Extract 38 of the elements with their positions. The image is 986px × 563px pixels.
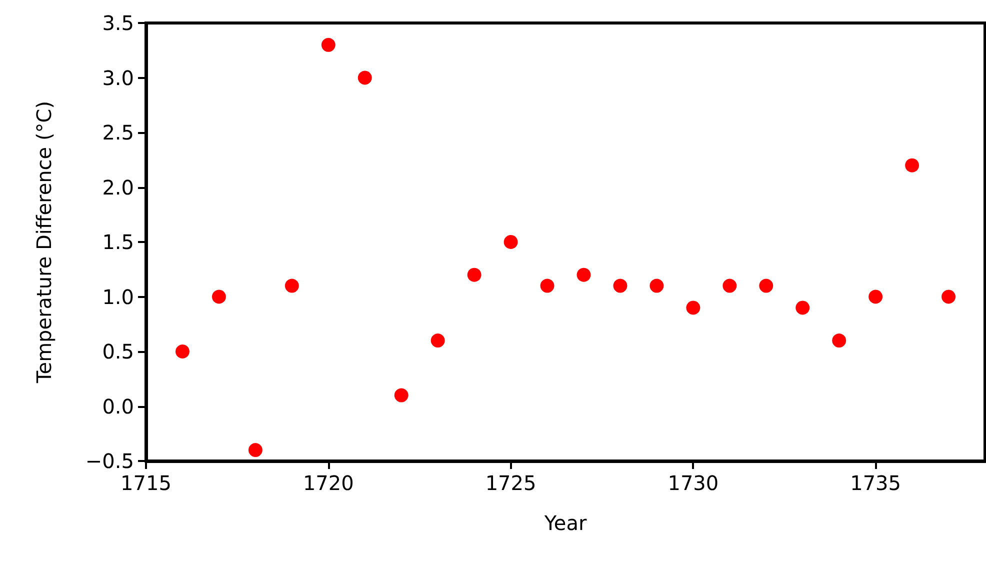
point — [175, 344, 190, 358]
point — [284, 278, 299, 293]
y-tick-label: 0.5 — [102, 340, 134, 364]
x-axis-title: Year — [543, 511, 588, 535]
x-tick-label: 1730 — [668, 471, 719, 495]
point — [613, 278, 628, 293]
y-axis-title: Temperature Difference (°C) — [32, 100, 56, 384]
y-tick-label: 3.5 — [102, 11, 134, 35]
point — [467, 268, 482, 282]
y-tick-label: 0.0 — [102, 394, 134, 418]
point — [832, 334, 846, 348]
x-tick-label: 1720 — [302, 471, 354, 495]
point — [650, 278, 664, 293]
y-tick-label: 3.0 — [102, 66, 134, 90]
point — [321, 38, 336, 52]
point — [358, 70, 372, 85]
point — [504, 235, 518, 249]
point — [759, 278, 774, 293]
y-tick-label: −0.5 — [85, 449, 134, 473]
point — [576, 268, 591, 282]
y-tick-label: 1.0 — [102, 284, 134, 309]
point — [212, 290, 226, 304]
x-tick-label: 1715 — [120, 471, 172, 495]
x-tick-label: 1735 — [850, 471, 902, 495]
y-tick-label: 2.5 — [102, 120, 134, 144]
point — [430, 334, 445, 348]
y-tick-label: 2.0 — [102, 175, 134, 200]
point — [796, 300, 810, 315]
point — [394, 388, 408, 402]
y-tick-label: 1.5 — [102, 230, 134, 254]
point — [905, 158, 920, 172]
point — [248, 443, 262, 458]
point — [942, 290, 956, 304]
point — [722, 278, 737, 293]
x-tick-label: 1725 — [485, 471, 536, 495]
point — [868, 290, 883, 304]
point — [686, 300, 700, 315]
point — [540, 278, 554, 293]
